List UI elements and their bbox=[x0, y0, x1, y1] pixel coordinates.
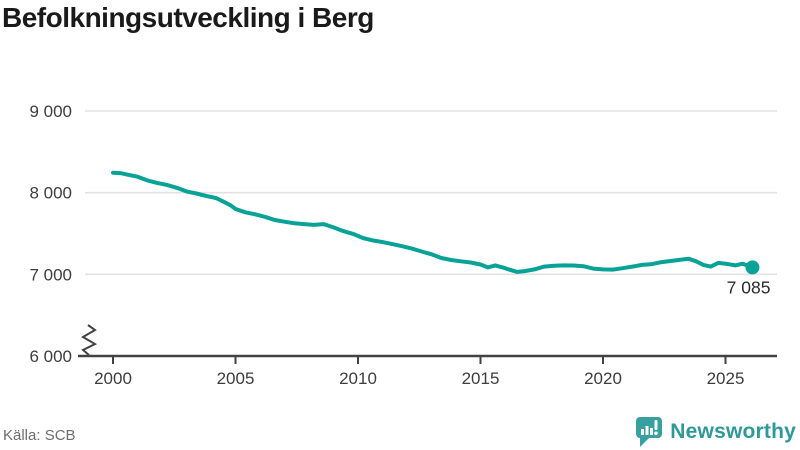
y-tick-label: 7 000 bbox=[29, 265, 72, 284]
newsworthy-wordmark: Newsworthy bbox=[670, 420, 796, 443]
newsworthy-logo: Newsworthy bbox=[635, 416, 796, 448]
population-chart: 2000 2005 2010 2015 2020 2025 6 000 7 000 8 000 9… bbox=[29, 102, 777, 388]
x-tick-label: 2010 bbox=[339, 369, 377, 388]
y-tick-label: 6 000 bbox=[29, 347, 72, 366]
x-tick-label: 2005 bbox=[217, 369, 255, 388]
chart-title: Befolkningsutveckling i Berg bbox=[2, 2, 374, 33]
x-tick-label: 2025 bbox=[707, 369, 745, 388]
y-tick-label: 8 000 bbox=[29, 184, 72, 203]
source-label: Källa: SCB bbox=[3, 427, 76, 444]
axis-break-icon bbox=[81, 324, 98, 356]
x-tick-label: 2020 bbox=[584, 369, 622, 388]
x-tick-label: 2015 bbox=[462, 369, 500, 388]
chart-footer: Källa: SCB Newsworthy bbox=[0, 412, 800, 450]
end-point-dot bbox=[745, 260, 760, 275]
x-tick-label: 2000 bbox=[94, 369, 132, 388]
end-value-label: 7 085 bbox=[727, 277, 771, 297]
newsworthy-bubble-chart-icon bbox=[636, 417, 663, 447]
y-tick-label: 9 000 bbox=[29, 102, 72, 121]
population-line bbox=[111, 170, 755, 274]
